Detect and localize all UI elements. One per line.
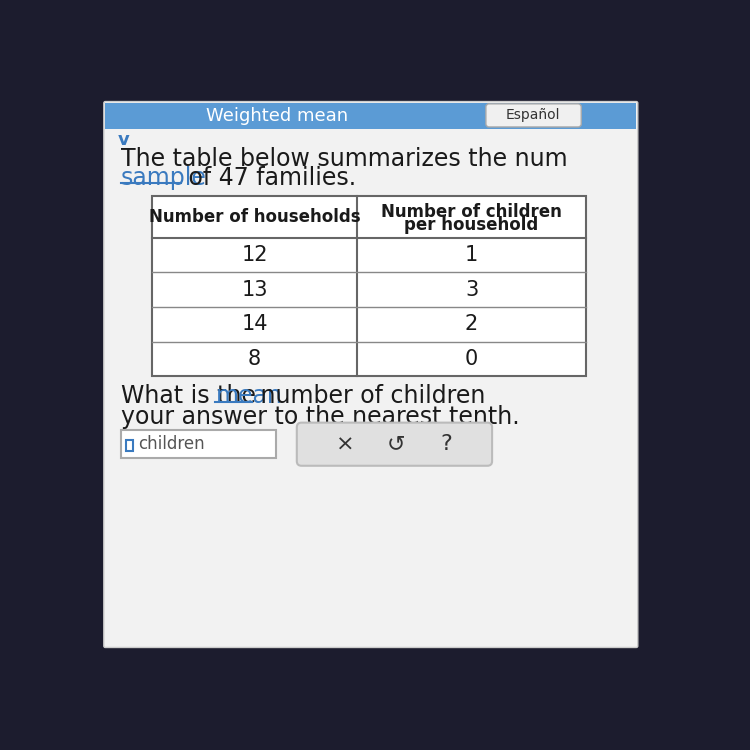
Text: Español: Español [506,109,560,122]
Text: 1: 1 [465,245,478,266]
FancyBboxPatch shape [486,104,581,127]
FancyBboxPatch shape [104,101,638,647]
Bar [152,196,586,376]
Bar [126,440,134,452]
Text: ?: ? [440,434,452,454]
Text: Number of children: Number of children [381,203,562,221]
Text: ↺: ↺ [387,434,405,454]
Text: v: v [117,131,129,149]
Text: 13: 13 [242,280,268,300]
FancyBboxPatch shape [121,430,276,458]
Text: Weighted mean: Weighted mean [206,107,348,125]
Text: The table below summarizes the num: The table below summarizes the num [121,146,568,170]
Text: children: children [138,435,205,453]
Text: ×: × [336,434,355,454]
Text: of 47 families.: of 47 families. [182,166,356,190]
Text: mean: mean [215,385,282,409]
Text: What is the: What is the [121,385,263,409]
Text: sample: sample [121,166,207,190]
Text: per household: per household [404,216,538,234]
Text: your answer to the nearest tenth.: your answer to the nearest tenth. [121,405,520,429]
Text: 0: 0 [465,349,478,369]
Bar [105,103,636,128]
Text: 14: 14 [242,314,268,334]
Text: 3: 3 [465,280,478,300]
FancyBboxPatch shape [297,423,492,466]
Text: 2: 2 [465,314,478,334]
Text: Number of households: Number of households [148,208,360,226]
Text: number of children: number of children [253,385,485,409]
Text: 12: 12 [242,245,268,266]
Text: 8: 8 [248,349,261,369]
